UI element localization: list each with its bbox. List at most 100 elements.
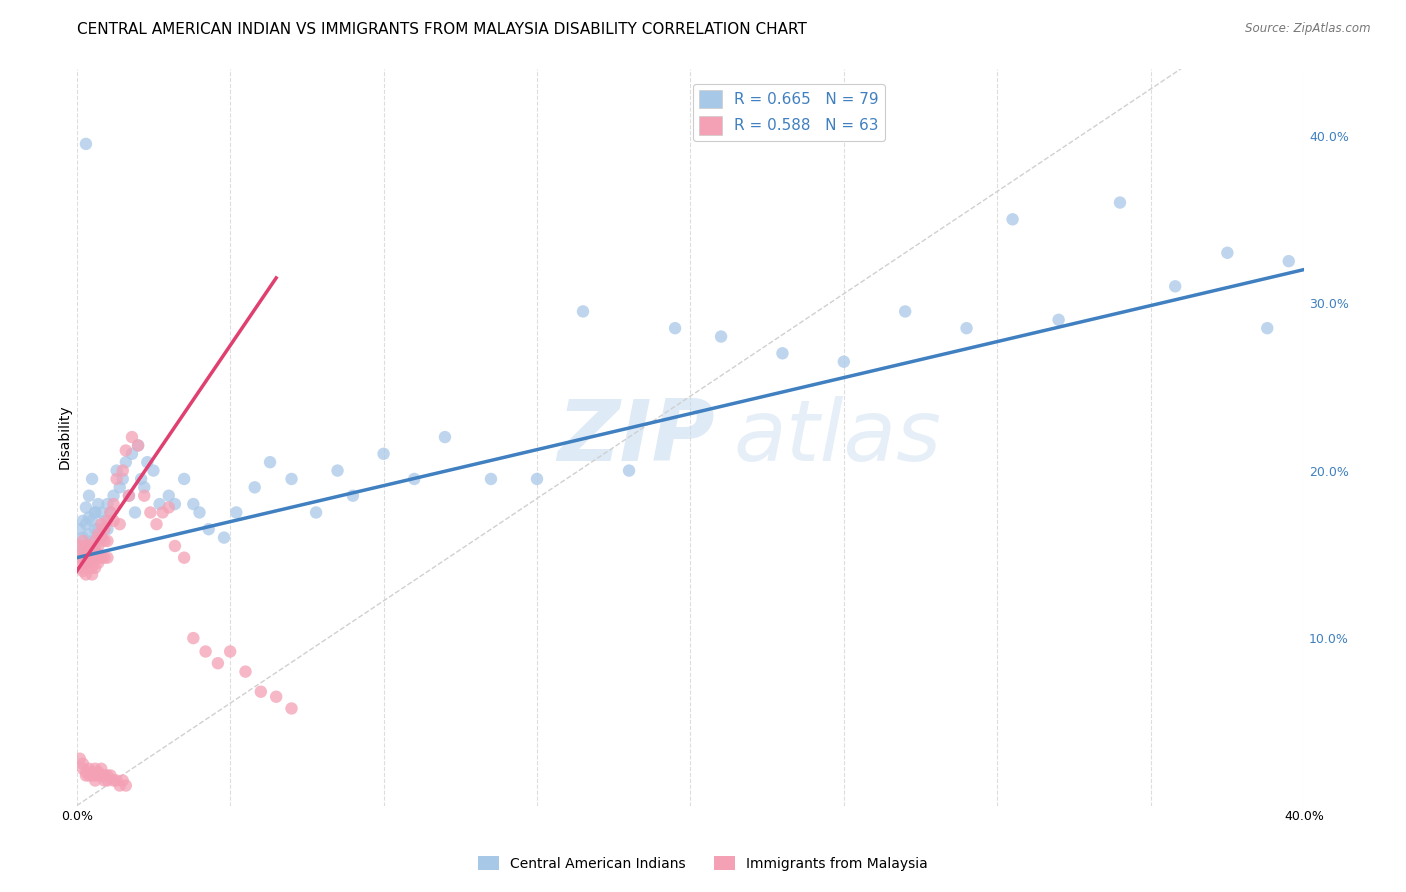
Point bbox=[111, 472, 134, 486]
Point bbox=[111, 773, 134, 788]
Point bbox=[77, 510, 100, 524]
Point bbox=[157, 500, 180, 515]
Point bbox=[250, 684, 273, 698]
Point bbox=[1278, 254, 1301, 268]
Point bbox=[136, 455, 159, 469]
Point bbox=[145, 517, 167, 532]
Point bbox=[75, 539, 97, 553]
Point bbox=[114, 455, 136, 469]
Point bbox=[69, 752, 91, 766]
Point bbox=[173, 472, 195, 486]
Point bbox=[93, 773, 115, 788]
Point bbox=[75, 550, 97, 565]
Point bbox=[75, 136, 97, 151]
Point bbox=[118, 489, 141, 503]
Point bbox=[188, 506, 211, 520]
Point bbox=[103, 489, 125, 503]
Point bbox=[69, 560, 91, 574]
Point bbox=[103, 773, 125, 788]
Point bbox=[105, 464, 128, 478]
Point bbox=[305, 506, 328, 520]
Text: CENTRAL AMERICAN INDIAN VS IMMIGRANTS FROM MALAYSIA DISABILITY CORRELATION CHART: CENTRAL AMERICAN INDIAN VS IMMIGRANTS FR… bbox=[77, 22, 807, 37]
Point bbox=[526, 472, 548, 486]
Point bbox=[87, 768, 110, 782]
Point bbox=[77, 768, 100, 782]
Point bbox=[75, 765, 97, 780]
Point bbox=[84, 544, 107, 558]
Point bbox=[72, 544, 94, 558]
Point bbox=[96, 522, 118, 536]
Point bbox=[75, 567, 97, 582]
Point bbox=[77, 489, 100, 503]
Point bbox=[93, 522, 115, 536]
Point bbox=[75, 539, 97, 553]
Point bbox=[87, 522, 110, 536]
Point bbox=[84, 773, 107, 788]
Point bbox=[100, 768, 122, 782]
Point bbox=[139, 506, 162, 520]
Point bbox=[1001, 212, 1024, 227]
Point bbox=[183, 497, 205, 511]
Point bbox=[80, 550, 103, 565]
Point bbox=[72, 762, 94, 776]
Point bbox=[572, 304, 595, 318]
Point bbox=[664, 321, 686, 335]
Point bbox=[96, 773, 118, 788]
Point bbox=[955, 321, 977, 335]
Point bbox=[75, 556, 97, 570]
Point bbox=[710, 329, 733, 343]
Point bbox=[75, 550, 97, 565]
Point bbox=[72, 550, 94, 565]
Point bbox=[84, 522, 107, 536]
Point bbox=[225, 506, 247, 520]
Point bbox=[72, 533, 94, 548]
Point bbox=[114, 779, 136, 793]
Point bbox=[149, 497, 172, 511]
Point bbox=[96, 497, 118, 511]
Point bbox=[404, 472, 426, 486]
Point bbox=[479, 472, 502, 486]
Point bbox=[121, 430, 143, 444]
Point bbox=[87, 765, 110, 780]
Point bbox=[80, 472, 103, 486]
Point bbox=[87, 550, 110, 565]
Point bbox=[84, 539, 107, 553]
Point bbox=[134, 489, 156, 503]
Point bbox=[90, 768, 112, 782]
Point bbox=[90, 531, 112, 545]
Point bbox=[219, 644, 242, 658]
Point bbox=[114, 443, 136, 458]
Point bbox=[90, 517, 112, 532]
Point bbox=[87, 539, 110, 553]
Point bbox=[129, 472, 152, 486]
Point bbox=[96, 550, 118, 565]
Point bbox=[72, 550, 94, 565]
Point bbox=[80, 567, 103, 582]
Point bbox=[69, 539, 91, 553]
Point bbox=[75, 500, 97, 515]
Point bbox=[212, 531, 235, 545]
Point bbox=[80, 550, 103, 565]
Point bbox=[90, 762, 112, 776]
Point bbox=[173, 550, 195, 565]
Point bbox=[105, 773, 128, 788]
Point bbox=[80, 533, 103, 548]
Text: atlas: atlas bbox=[734, 395, 942, 479]
Point bbox=[80, 765, 103, 780]
Point bbox=[108, 517, 131, 532]
Point bbox=[72, 531, 94, 545]
Point bbox=[84, 533, 107, 548]
Point bbox=[93, 550, 115, 565]
Point bbox=[243, 480, 266, 494]
Text: ZIP: ZIP bbox=[557, 395, 716, 479]
Point bbox=[72, 514, 94, 528]
Point bbox=[194, 644, 217, 658]
Point bbox=[111, 464, 134, 478]
Point bbox=[235, 665, 257, 679]
Point bbox=[103, 514, 125, 528]
Point bbox=[259, 455, 281, 469]
Point bbox=[80, 768, 103, 782]
Text: Source: ZipAtlas.com: Source: ZipAtlas.com bbox=[1246, 22, 1371, 36]
Point bbox=[118, 489, 141, 503]
Point bbox=[93, 768, 115, 782]
